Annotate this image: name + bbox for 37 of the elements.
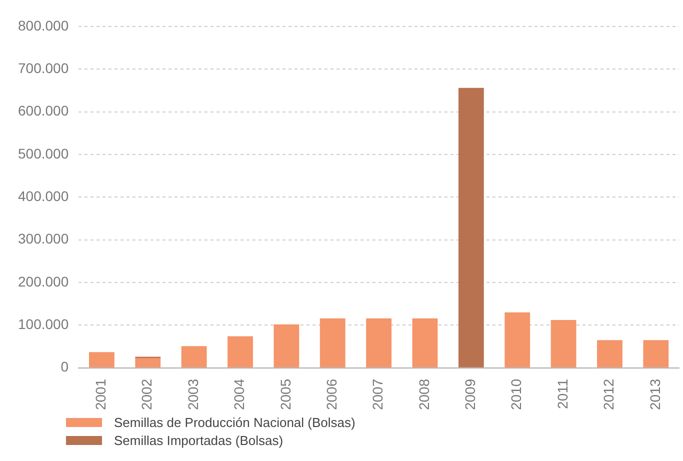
- bar: [597, 340, 622, 368]
- legend-label: Semillas Importadas (Bolsas): [114, 432, 284, 448]
- y-tick-label: 100.000: [18, 316, 69, 332]
- bar: [458, 88, 484, 368]
- x-tick-label: 2001: [92, 378, 109, 410]
- y-tick-label: 400.000: [18, 188, 69, 204]
- y-tick-label: 800.000: [18, 17, 69, 34]
- x-tick-label: 2011: [554, 378, 570, 409]
- bar: [89, 352, 114, 368]
- bar: [181, 346, 207, 368]
- x-tick-label: 2005: [277, 378, 294, 410]
- x-tick-label: 2010: [508, 378, 524, 410]
- x-tick-label: 2013: [646, 378, 663, 410]
- bar: [135, 358, 161, 368]
- x-tick-label: 2002: [138, 378, 155, 410]
- y-tick-label: 500.000: [18, 145, 69, 162]
- x-tick-label: 2006: [323, 378, 340, 410]
- x-tick-label: 2004: [231, 378, 248, 410]
- x-tick-label: 2003: [184, 378, 201, 410]
- y-tick-label: 0: [60, 358, 69, 375]
- y-tick-label: 200.000: [18, 273, 69, 290]
- bar: [320, 318, 346, 368]
- x-tick-label: 2009: [462, 378, 478, 410]
- bar: [412, 318, 438, 368]
- legend-label: Semillas de Producción Nacional (Bolsas): [114, 414, 356, 430]
- x-tick-label: 2012: [600, 378, 617, 410]
- y-tick-label: 300.000: [18, 230, 69, 247]
- x-tick-label: 2007: [370, 378, 386, 410]
- bar: [504, 312, 530, 368]
- y-tick-label: 600.000: [18, 102, 69, 119]
- y-tick-label: 700.000: [18, 60, 69, 76]
- bar: [643, 340, 669, 368]
- x-tick-label: 2008: [416, 378, 432, 410]
- bar: [274, 324, 300, 368]
- bar: [550, 320, 576, 368]
- bar: [366, 318, 392, 368]
- bar: [228, 336, 253, 368]
